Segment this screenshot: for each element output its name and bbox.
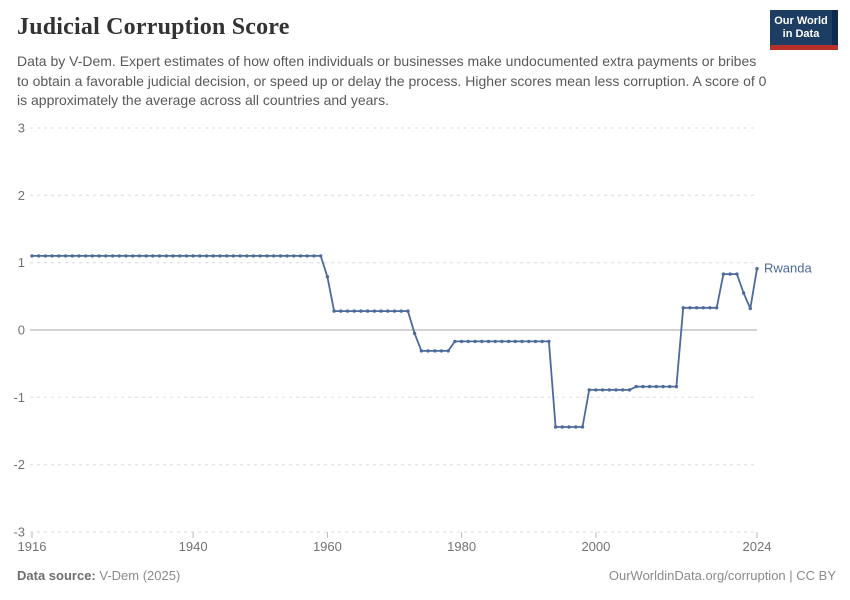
svg-text:-1: -1 bbox=[13, 390, 25, 405]
svg-text:0: 0 bbox=[18, 323, 25, 338]
chart-area[interactable]: 3 2 1 0 -1 -2 -3 1916 1940 1960 1980 2000 2024 Rwanda bbox=[0, 118, 850, 556]
svg-text:2000: 2000 bbox=[581, 539, 610, 554]
data-source-value: V-Dem (2025) bbox=[95, 568, 181, 583]
svg-text:2024: 2024 bbox=[743, 539, 772, 554]
svg-text:1916: 1916 bbox=[18, 539, 47, 554]
logo-line1: Our World bbox=[774, 15, 828, 27]
chart-footer: Data source: V-Dem (2025) OurWorldinData… bbox=[17, 568, 836, 583]
svg-text:1960: 1960 bbox=[313, 539, 342, 554]
owid-logo-text: Our World in Data bbox=[770, 10, 832, 45]
logo-red-bar bbox=[770, 45, 838, 50]
svg-text:1: 1 bbox=[18, 255, 25, 270]
svg-text:-2: -2 bbox=[13, 457, 25, 472]
svg-text:Rwanda: Rwanda bbox=[764, 261, 812, 276]
data-source: Data source: V-Dem (2025) bbox=[17, 568, 180, 583]
footer-link[interactable]: OurWorldinData.org/corruption | CC BY bbox=[608, 568, 836, 583]
svg-text:1980: 1980 bbox=[447, 539, 476, 554]
owid-logo[interactable]: Our World in Data bbox=[770, 10, 838, 50]
data-source-label: Data source: bbox=[17, 568, 96, 583]
chart-subtitle: Data by V-Dem. Expert estimates of how o… bbox=[17, 53, 767, 108]
svg-text:1940: 1940 bbox=[179, 539, 208, 554]
svg-text:-3: -3 bbox=[13, 525, 25, 540]
logo-line2: in Data bbox=[782, 27, 820, 40]
svg-text:2: 2 bbox=[18, 188, 25, 203]
page-title: Judicial Corruption Score bbox=[17, 14, 290, 40]
svg-text:3: 3 bbox=[18, 121, 25, 136]
